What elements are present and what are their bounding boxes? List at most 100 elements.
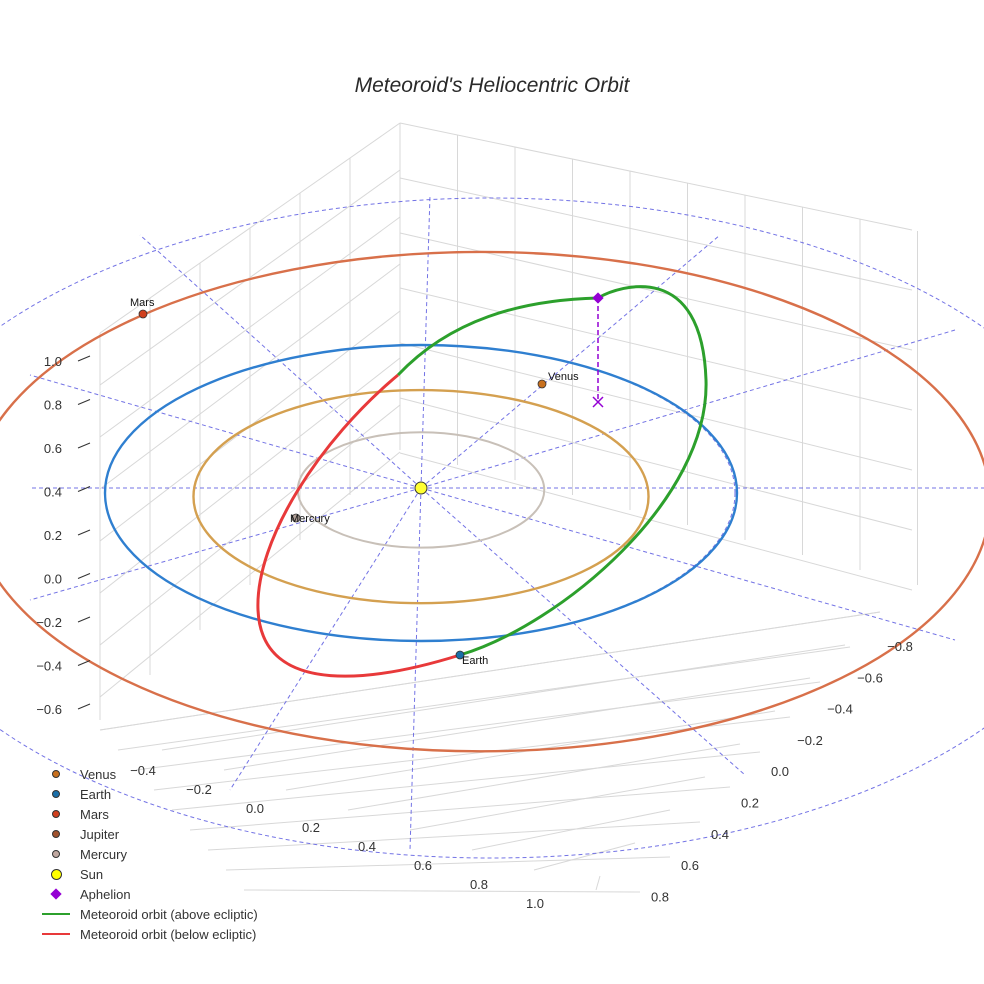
legend-item: Meteoroid orbit (above ecliptic) [36, 904, 258, 924]
ecliptic-outer-ring [0, 197, 984, 859]
legend-item: Jupiter [36, 824, 258, 844]
legend-dot-icon [52, 790, 60, 798]
z-tick-label: −0.4 [36, 659, 62, 674]
grid-line [207, 821, 701, 851]
legend-line-icon [42, 913, 70, 915]
legend-label: Meteoroid orbit (above ecliptic) [80, 906, 258, 922]
grid-line [399, 397, 913, 531]
x-tick-label: −0.2 [186, 782, 212, 797]
legend-label: Mars [80, 806, 109, 822]
z-tick-label: 0.4 [44, 485, 62, 500]
grid-line [117, 646, 851, 751]
z-tick-mark [77, 442, 91, 449]
z-tick-label: −0.6 [36, 702, 62, 717]
z-tick-label: 0.6 [44, 441, 62, 456]
legend-label: Earth [80, 786, 112, 802]
mars-marker [138, 309, 148, 319]
x-tick-label: 0.8 [470, 877, 488, 892]
legend-item: Sun [36, 864, 258, 884]
grid-line [99, 451, 401, 698]
z-tick-mark [77, 616, 91, 623]
legend-item: Earth [36, 784, 258, 804]
meteoroid-orbit-below [256, 373, 461, 678]
grid-line [471, 809, 671, 851]
z-tick-mark [77, 355, 91, 362]
legend-symbol [36, 804, 76, 824]
ecliptic-radial-guide [420, 234, 721, 489]
grid-line [161, 644, 846, 751]
ecliptic-radial-guide [420, 487, 956, 641]
legend-symbol [36, 824, 76, 844]
legend-label: Mercury [80, 846, 127, 862]
meteoroid-orbit-above [396, 285, 708, 657]
legend-dot-icon [52, 810, 60, 818]
grid-line [225, 856, 671, 871]
grid-line [399, 232, 913, 351]
z-tick-label: 0.0 [44, 572, 62, 587]
z-tick-label: −0.2 [36, 615, 62, 630]
legend-label: Venus [80, 766, 117, 782]
grid-line [189, 786, 731, 831]
orbit-earth [103, 343, 739, 643]
venus-label: Venus [548, 371, 579, 383]
z-tick-mark [77, 486, 91, 492]
earth-marker [455, 650, 465, 660]
legend-dot-icon [52, 830, 60, 838]
ecliptic-guides-layer [0, 194, 984, 859]
grid-line [99, 611, 881, 731]
legend: Venus Earth Mars Jupiter Mercury Sun Aphelion M… [36, 764, 258, 944]
grid-line [99, 216, 401, 438]
ecliptic-radial-guide [229, 487, 422, 791]
legend-item: Meteoroid orbit (below ecliptic) [36, 924, 258, 944]
legend-item: Mercury [36, 844, 258, 864]
aphelion-projection-marker [592, 396, 604, 408]
grid-line [135, 681, 821, 771]
z-tick-label: 0.2 [44, 528, 62, 543]
grid-line [99, 169, 401, 386]
legend-symbol [36, 784, 76, 804]
aphelion-marker [592, 292, 604, 304]
venus-marker [537, 379, 547, 389]
z-tick-mark [77, 529, 91, 536]
legend-symbol [36, 924, 76, 944]
legend-symbol [36, 884, 76, 904]
grid-line [399, 287, 913, 411]
chart-title: Meteoroid's Heliocentric Orbit [354, 74, 630, 97]
legend-symbol [36, 904, 76, 924]
legend-symbol [36, 844, 76, 864]
x-tick-label: −0.4 [130, 763, 156, 778]
earth-label: Earth [462, 655, 488, 667]
y-tick-label: 0.8 [651, 889, 669, 904]
mercury-label: Mercury [290, 513, 330, 525]
grid-line [409, 776, 706, 831]
legend-item: Venus [36, 764, 258, 784]
x-tick-label: 0.6 [414, 858, 432, 873]
y-tick-label: 0.6 [681, 858, 699, 873]
ecliptic-radial-guide [29, 374, 422, 489]
z-tick-mark [77, 703, 91, 710]
legend-label: Jupiter [80, 826, 120, 842]
orbit-mars [0, 250, 984, 753]
x-tick-label: 1.0 [526, 896, 544, 911]
z-tick-label: 1.0 [44, 354, 62, 369]
grid-line [99, 263, 401, 490]
ticks-layer: −0.6 −0.4 −0.2 0.0 0.2 0.4 0.6 0.8 1.0 −0.4 −0.2 0.… [36, 354, 913, 911]
z-tick-label: 0.8 [44, 398, 62, 413]
legend-symbol [36, 764, 76, 784]
legend-label: Meteoroid orbit (below ecliptic) [80, 926, 257, 942]
mars-label: Mars [130, 297, 155, 309]
grid-line [399, 342, 913, 471]
legend-dot-icon [51, 869, 62, 880]
grid-line [223, 677, 811, 771]
grid-line [347, 743, 741, 811]
grid-line [243, 889, 641, 893]
markers-layer: Mars Venus Earth Mercury [130, 292, 604, 667]
y-tick-label: −0.8 [887, 639, 913, 654]
x-tick-label: 0.4 [358, 839, 376, 854]
legend-item: Aphelion [36, 884, 258, 904]
y-tick-label: 0.4 [711, 827, 729, 842]
legend-line-icon [42, 933, 70, 935]
grid-line [595, 875, 601, 891]
z-tick-mark [77, 573, 91, 579]
